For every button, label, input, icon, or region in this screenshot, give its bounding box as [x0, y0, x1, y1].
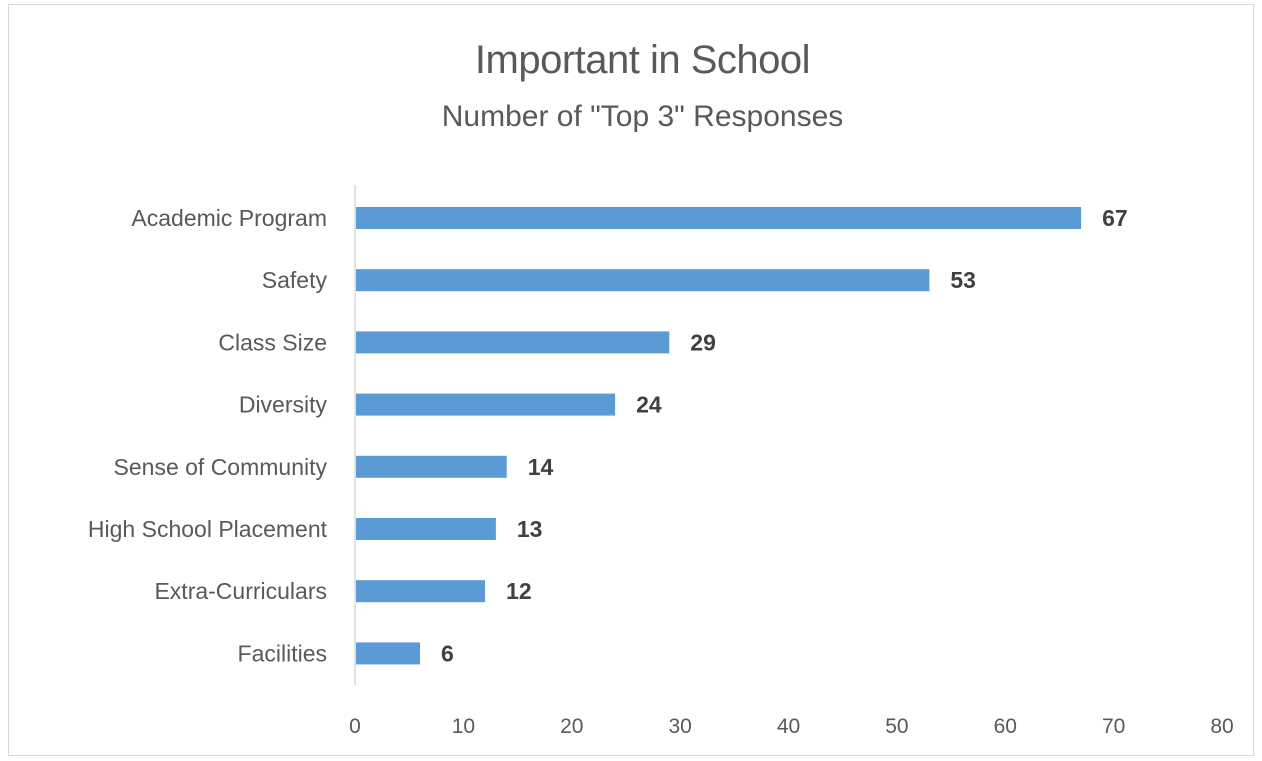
data-label: 24 — [636, 392, 662, 418]
category-label: High School Placement — [88, 516, 328, 542]
bar — [356, 207, 1082, 229]
bar — [356, 642, 421, 665]
data-label: 6 — [441, 640, 454, 666]
axis-layer: 0 10 20 30 40 50 60 70 80 — [349, 185, 1234, 738]
x-tick-label: 60 — [994, 715, 1017, 738]
category-label: Extra-Curriculars — [154, 578, 327, 604]
category-label: Safety — [262, 267, 328, 293]
x-tick-label: 20 — [560, 715, 583, 738]
bar — [356, 580, 486, 603]
data-label: 53 — [950, 267, 976, 293]
bar — [356, 269, 930, 292]
data-label: 13 — [517, 516, 543, 542]
bar — [356, 393, 616, 416]
bar — [356, 331, 670, 354]
x-tick-label: 10 — [452, 715, 475, 738]
bar — [356, 518, 496, 540]
x-tick-label: 30 — [668, 715, 691, 738]
category-label: Class Size — [218, 329, 327, 355]
category-label: Sense of Community — [114, 454, 328, 480]
data-label: 67 — [1102, 205, 1128, 231]
x-tick-label: 80 — [1210, 715, 1233, 738]
category-label: Facilities — [238, 640, 327, 666]
data-label: 29 — [690, 329, 716, 355]
category-label: Diversity — [239, 392, 328, 418]
x-tick-label: 40 — [777, 715, 800, 738]
x-tick-label: 0 — [349, 715, 361, 738]
category-label: Academic Program — [131, 205, 327, 231]
bar-layer — [356, 207, 1082, 665]
chart-title: Important in School — [474, 38, 811, 82]
data-label: 12 — [506, 578, 532, 604]
x-tick-label: 70 — [1102, 715, 1125, 738]
label-layer: Academic Program 67 Safety 53 Class Size 29 Di… — [88, 205, 1128, 666]
data-label: 14 — [528, 454, 554, 480]
chart-subtitle: Number of "Top 3" Responses — [441, 100, 844, 133]
chart-frame — [8, 4, 1254, 756]
bar — [356, 455, 507, 478]
x-tick-label: 50 — [885, 715, 908, 738]
